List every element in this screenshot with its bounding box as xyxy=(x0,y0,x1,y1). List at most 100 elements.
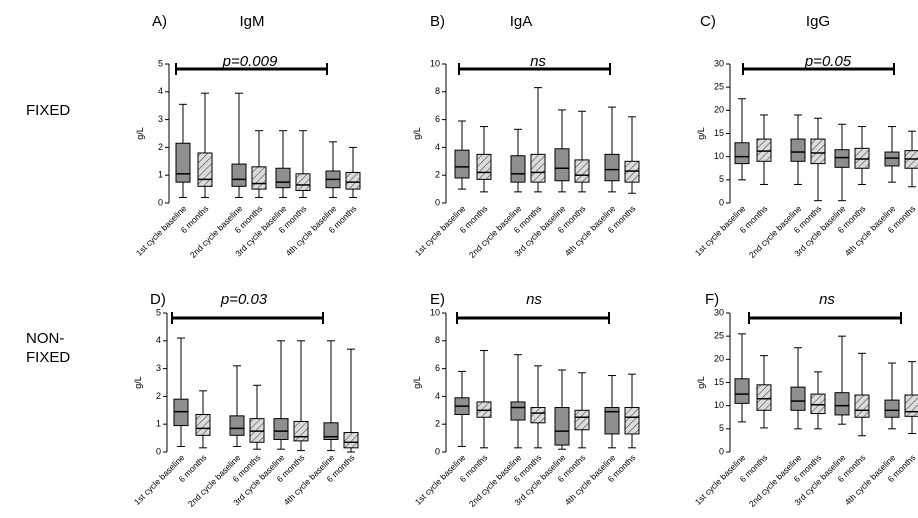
y-tick-label: 2 xyxy=(435,170,440,180)
y-tick-label: 25 xyxy=(714,331,724,341)
y-tick-label: 5 xyxy=(719,423,724,433)
significance-annotation: ns xyxy=(526,291,542,308)
significance-annotation: ns xyxy=(530,53,546,70)
y-tick-label: 3 xyxy=(158,114,163,124)
box-group xyxy=(510,354,526,449)
y-tick-label: 10 xyxy=(714,400,724,410)
box-6-months xyxy=(530,407,546,424)
box-6-months xyxy=(574,159,590,183)
box-6-months xyxy=(810,393,826,415)
y-tick-label: 10 xyxy=(714,151,724,161)
significance-annotation: p=0.03 xyxy=(220,291,268,308)
box-baseline xyxy=(323,422,339,440)
y-tick-label: 20 xyxy=(714,105,724,115)
y-tick-label: 5 xyxy=(158,58,163,68)
box-group xyxy=(343,348,359,453)
y-tick-label: 6 xyxy=(435,363,440,373)
box-baseline xyxy=(834,392,850,416)
box-group xyxy=(854,126,870,185)
box-6-months xyxy=(295,173,311,191)
box-group xyxy=(251,130,267,198)
box-baseline xyxy=(454,149,470,179)
y-axis-label: g/L xyxy=(135,127,145,140)
box-baseline xyxy=(275,167,291,189)
y-tick-label: 15 xyxy=(714,128,724,138)
box-6-months xyxy=(345,171,361,190)
y-tick-label: 3 xyxy=(156,363,161,373)
panel-label: B) xyxy=(430,13,445,30)
box-baseline xyxy=(790,138,806,162)
box-6-months xyxy=(197,152,213,187)
box-group xyxy=(790,347,806,430)
significance-annotation: ns xyxy=(819,291,835,308)
box-group xyxy=(734,333,750,423)
y-tick-label: 1 xyxy=(158,170,163,180)
panel-label: E) xyxy=(430,291,445,308)
box-baseline xyxy=(734,378,750,404)
y-axis-label: g/L xyxy=(133,376,143,389)
box-baseline xyxy=(554,148,570,182)
box-group xyxy=(574,372,590,449)
y-tick-label: 2 xyxy=(158,142,163,152)
box-group xyxy=(604,106,620,193)
y-tick-label: 5 xyxy=(719,174,724,184)
box-6-months xyxy=(810,138,826,165)
y-tick-label: 0 xyxy=(719,197,724,207)
box-group xyxy=(904,130,918,188)
y-tick-label: 10 xyxy=(430,307,440,317)
box-group xyxy=(530,365,546,449)
y-axis-label: g/L xyxy=(412,376,422,389)
y-tick-label: 5 xyxy=(156,307,161,317)
box-group xyxy=(554,109,570,193)
box-6-months xyxy=(624,407,640,435)
panel-label: C) xyxy=(700,13,716,30)
box-group xyxy=(624,116,640,194)
y-tick-label: 0 xyxy=(719,446,724,456)
y-tick-label: 2 xyxy=(435,419,440,429)
box-group xyxy=(293,340,309,452)
box-baseline xyxy=(273,418,289,440)
panel-title: IgM xyxy=(239,13,264,30)
y-axis-label: g/L xyxy=(412,127,422,140)
box-6-months xyxy=(854,394,870,418)
y-tick-label: 30 xyxy=(714,307,724,317)
significance-annotation: p=0.05 xyxy=(804,53,852,70)
box-group xyxy=(624,373,640,449)
box-group xyxy=(175,103,191,198)
box-baseline xyxy=(229,415,245,436)
box-6-months xyxy=(251,166,267,190)
box-group xyxy=(734,98,750,181)
y-tick-label: 15 xyxy=(714,377,724,387)
box-group xyxy=(810,117,826,202)
box-group xyxy=(454,370,470,447)
box-6-months xyxy=(756,384,772,411)
y-tick-label: 20 xyxy=(714,354,724,364)
box-group xyxy=(249,384,265,450)
panel-label: D) xyxy=(150,291,166,308)
y-tick-label: 6 xyxy=(435,114,440,124)
box-group xyxy=(454,120,470,190)
box-baseline xyxy=(790,386,806,411)
box-group xyxy=(790,114,806,185)
box-6-months xyxy=(343,432,359,449)
box-6-months xyxy=(530,153,546,183)
box-group xyxy=(810,371,826,430)
box-group xyxy=(756,355,772,429)
box-baseline xyxy=(510,155,526,183)
box-group xyxy=(554,369,570,450)
box-group xyxy=(173,337,189,447)
y-tick-label: 0 xyxy=(158,197,163,207)
y-tick-label: 0 xyxy=(435,446,440,456)
box-group xyxy=(904,361,918,434)
y-tick-label: 30 xyxy=(714,58,724,68)
box-group xyxy=(574,110,590,193)
box-group xyxy=(323,340,339,452)
box-baseline xyxy=(834,149,850,168)
significance-annotation: p=0.009 xyxy=(222,53,278,70)
box-group xyxy=(756,114,772,185)
box-group xyxy=(476,126,492,193)
